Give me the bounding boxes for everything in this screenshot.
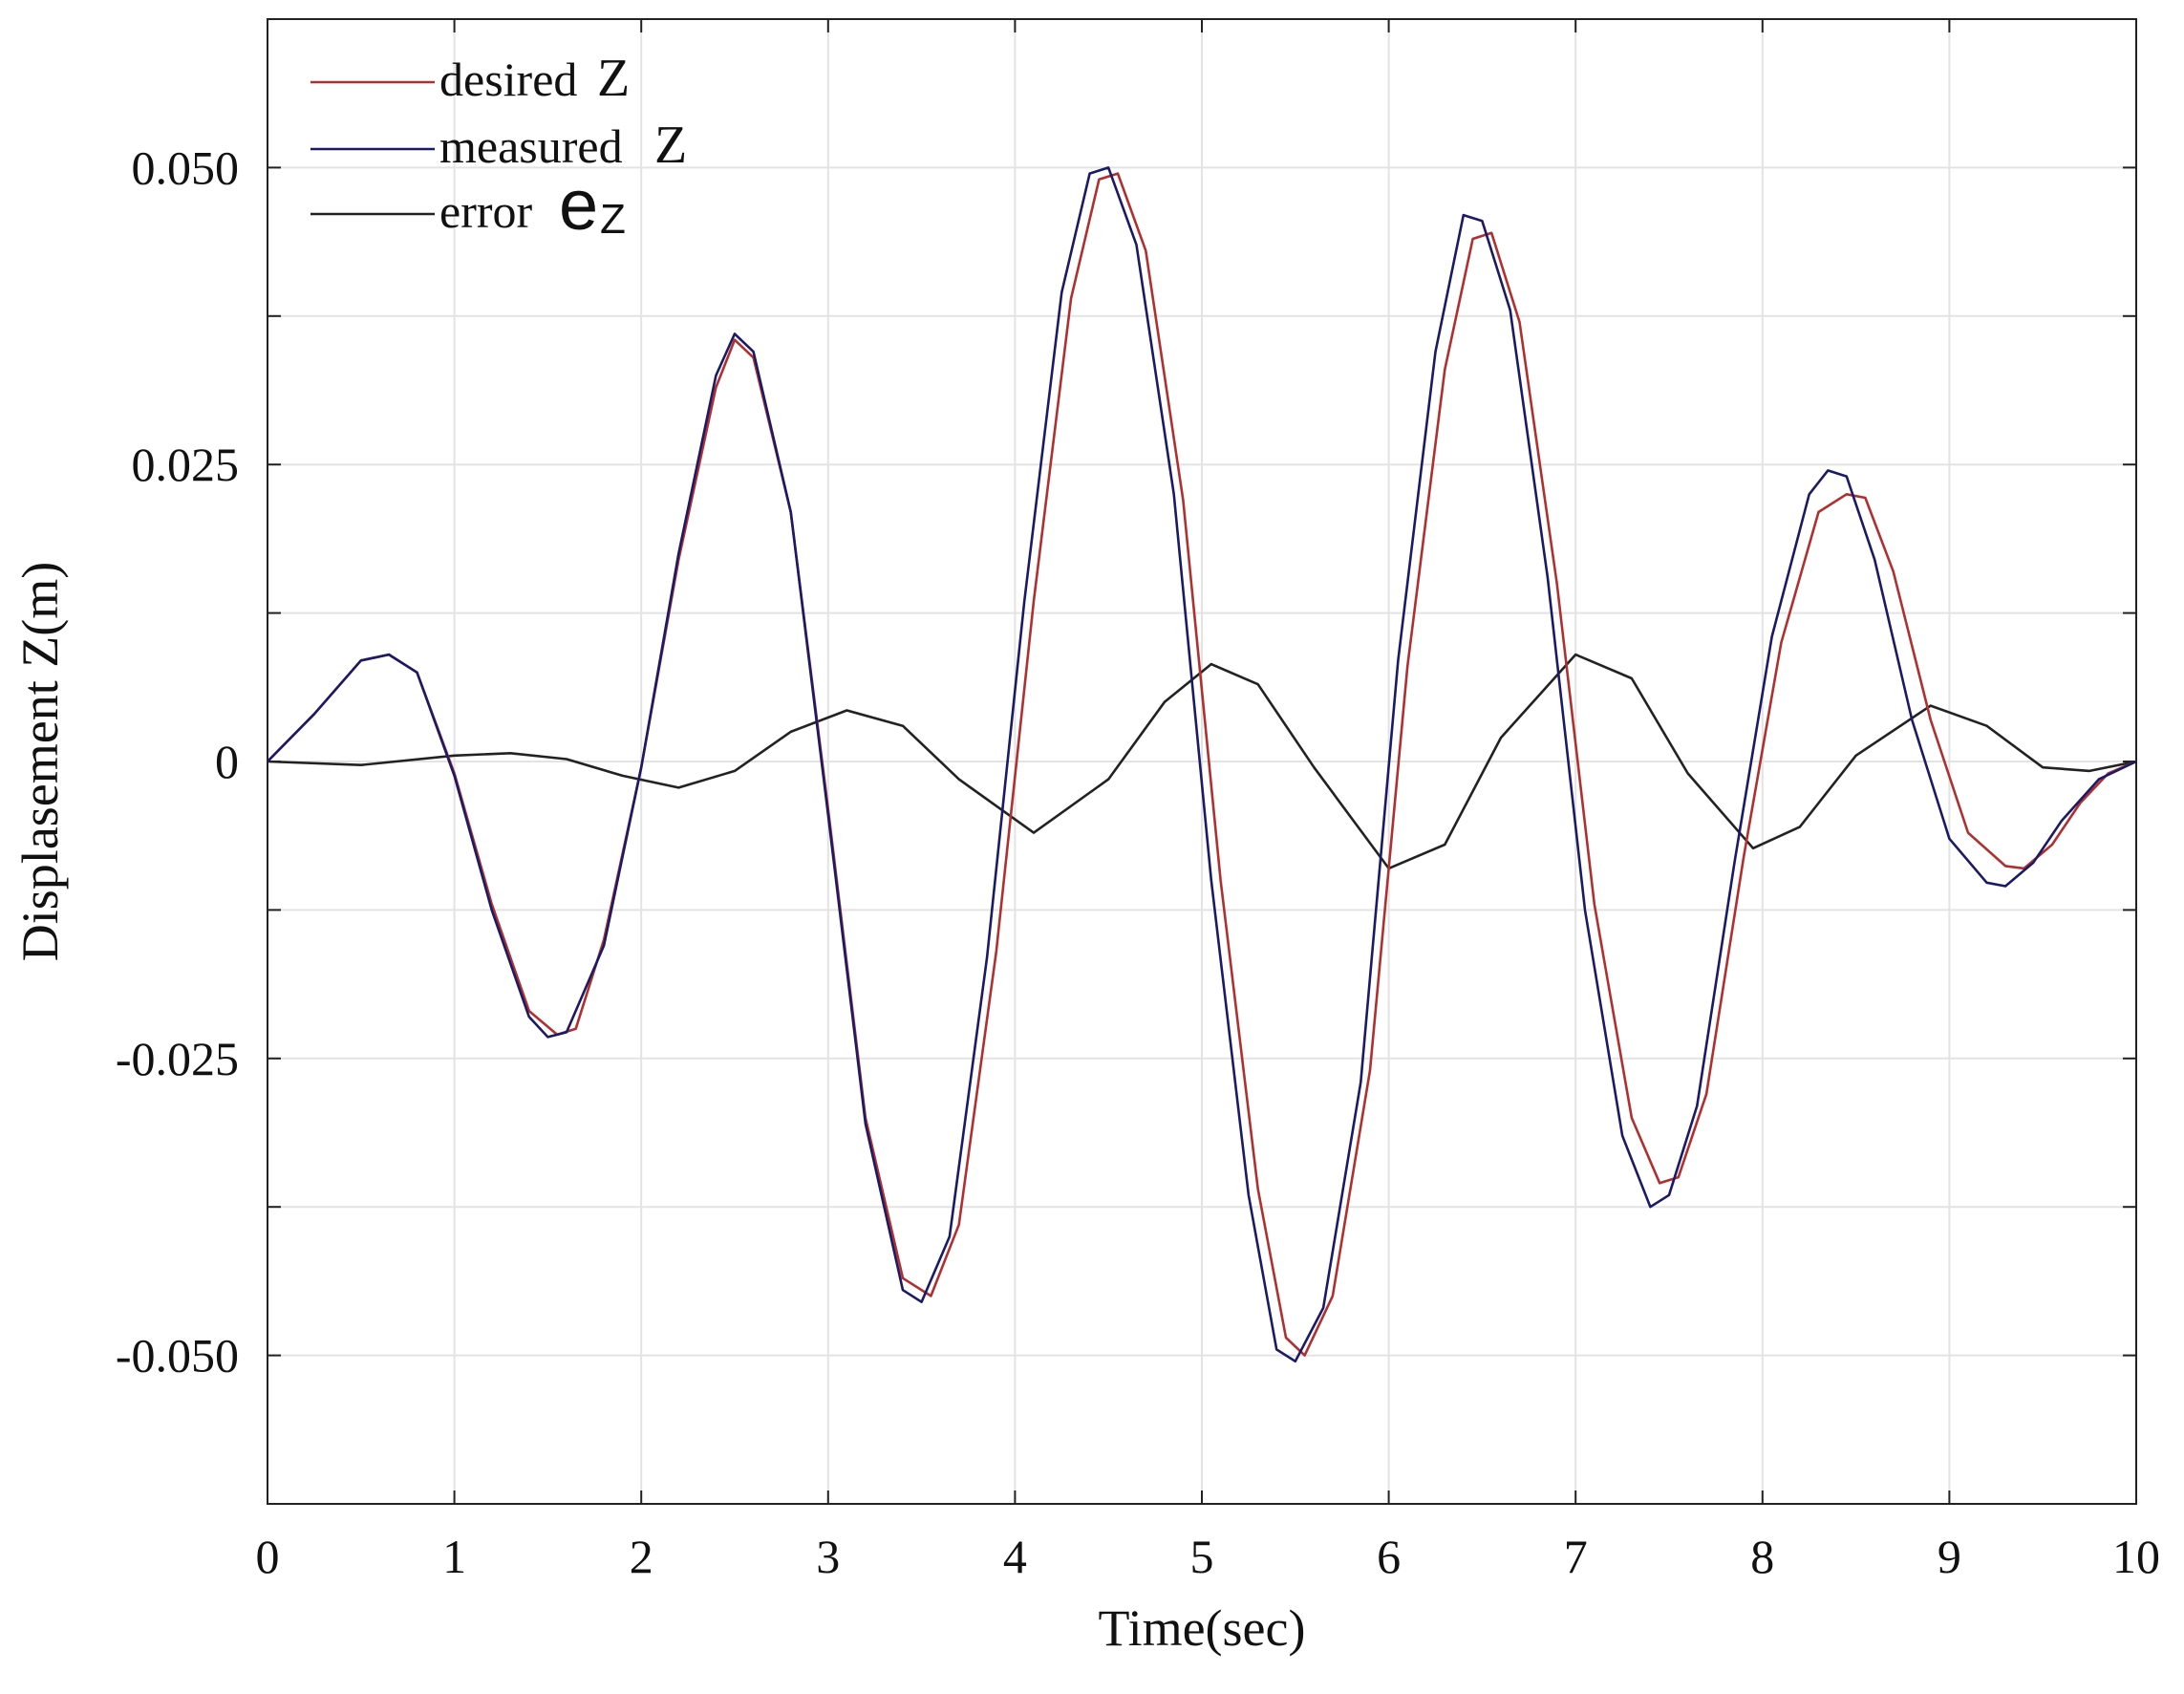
x-tick-label: 1	[442, 1530, 466, 1583]
y-tick-label: 0	[215, 735, 239, 788]
x-tick-label: 0	[256, 1530, 280, 1583]
y-tick-label: -0.025	[116, 1032, 239, 1085]
tick-labels: 0 1 2 3 4 5 6 7 8 9 10 -0.050 -0.025 0 0.025 0.050	[116, 140, 2160, 1583]
series-lines	[267, 166, 2137, 1363]
x-axis-title: Time(sec)	[1099, 1599, 1306, 1657]
gridlines	[268, 19, 2136, 1504]
series-line-error	[267, 653, 2137, 870]
x-tick-label: 5	[1190, 1530, 1214, 1583]
y-tick-label: 0.050	[132, 140, 240, 194]
x-tick-label: 3	[816, 1530, 840, 1583]
x-tick-label: 7	[1564, 1530, 1588, 1583]
x-tick-label: 4	[1003, 1530, 1027, 1583]
legend-label: measured	[439, 119, 623, 173]
legend-symbol: Z	[597, 49, 630, 108]
y-tick-label: -0.050	[116, 1329, 239, 1383]
x-tick-label: 8	[1750, 1530, 1774, 1583]
y-axis-title: Displasement Z(m)	[11, 562, 69, 961]
x-tick-label: 10	[2112, 1530, 2160, 1583]
x-tick-label: 6	[1377, 1530, 1401, 1583]
x-tick-label: 2	[630, 1530, 653, 1583]
legend-symbol: Z	[654, 116, 687, 175]
legend-label: desired	[439, 53, 577, 106]
legend-subscript: Z	[600, 196, 626, 243]
legend-label: error	[439, 184, 532, 238]
x-tick-label: 9	[1938, 1530, 1961, 1583]
legend-symbol: e	[559, 165, 598, 245]
series-line-measured	[267, 166, 2137, 1363]
y-tick-label: 0.025	[132, 438, 240, 491]
